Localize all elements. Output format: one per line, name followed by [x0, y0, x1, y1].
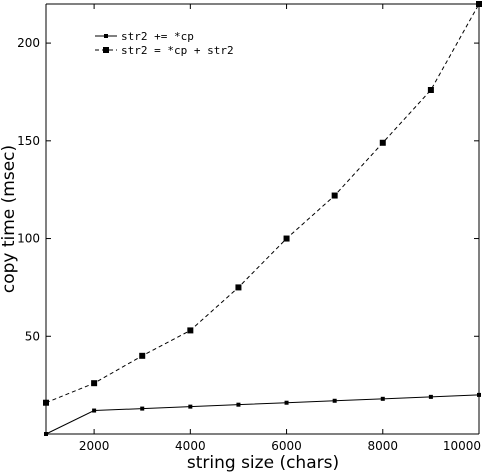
- plot-area: [45, 3, 480, 435]
- data-point-series-2: [187, 327, 194, 334]
- series-line-1: [45, 394, 480, 435]
- y-tick-label: 150: [17, 134, 40, 148]
- y-tick-label: 50: [25, 329, 40, 343]
- legend-label-2: str2 = *cp + str2: [121, 44, 234, 57]
- data-point-series-2: [331, 192, 338, 199]
- legend-label-1: str2 += *cp: [121, 30, 194, 43]
- x-axis-ticks: 2000 4000 6000 8000 10000: [79, 4, 481, 453]
- x-tick-label: 2000: [79, 439, 110, 453]
- data-point-series-2: [379, 139, 386, 146]
- series-line-2: [45, 3, 480, 404]
- data-point-series-1: [428, 394, 433, 399]
- data-point-series-1: [236, 402, 241, 407]
- data-point-series-1: [477, 392, 481, 397]
- data-point-series-2: [235, 284, 242, 291]
- y-tick-label: 200: [17, 36, 40, 50]
- y-tick-label: 100: [17, 232, 40, 246]
- x-tick-label: 8000: [368, 439, 399, 453]
- data-point-series-2: [427, 87, 434, 93]
- x-tick-label: 6000: [271, 439, 302, 453]
- data-point-series-2: [139, 352, 146, 359]
- data-point-series-1: [284, 400, 289, 405]
- data-point-series-2: [91, 380, 98, 387]
- data-point-series-1: [380, 396, 385, 401]
- y-axis-label: copy time (msec): [0, 145, 19, 293]
- series-layer: [43, 1, 482, 436]
- legend-marker-2: [103, 47, 109, 53]
- legend-marker-1: [104, 34, 108, 38]
- data-point-series-1: [44, 432, 48, 436]
- data-point-series-2: [476, 1, 482, 7]
- data-point-series-1: [92, 408, 97, 413]
- data-point-series-1: [188, 404, 193, 409]
- data-point-series-2: [283, 235, 290, 242]
- x-tick-label: 10000: [443, 439, 481, 453]
- x-tick-label: 4000: [175, 439, 206, 453]
- data-point-series-1: [140, 406, 145, 411]
- data-point-series-1: [332, 398, 337, 403]
- data-point-series-2: [43, 399, 49, 406]
- x-axis-label: string size (chars): [187, 453, 339, 472]
- y-axis-ticks: 50 100 150 200: [17, 36, 479, 343]
